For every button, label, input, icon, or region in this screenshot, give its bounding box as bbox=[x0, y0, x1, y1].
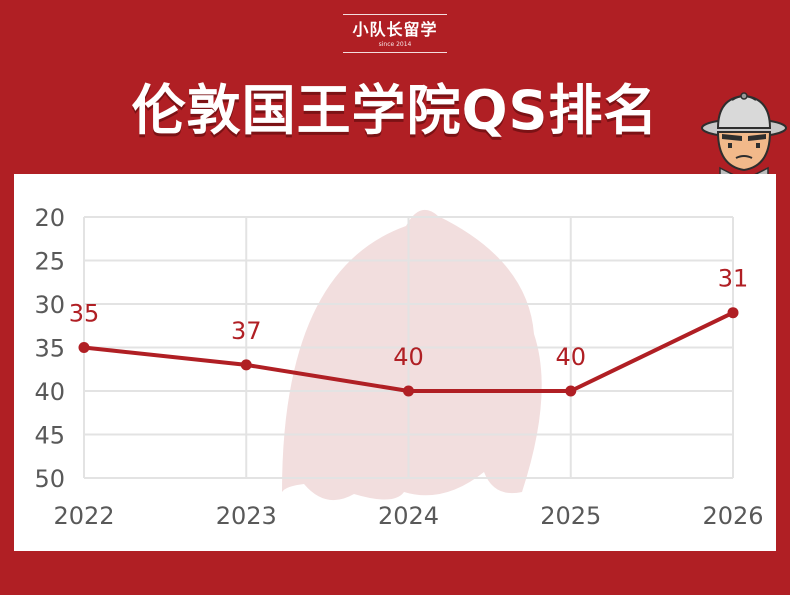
y-tick-label: 40 bbox=[34, 378, 65, 406]
y-tick-label: 30 bbox=[34, 291, 65, 319]
mascot-watermark-icon bbox=[282, 209, 542, 501]
x-tick-label: 2025 bbox=[540, 502, 601, 530]
brand-since: since 2014 bbox=[378, 41, 412, 48]
y-tick-label: 50 bbox=[34, 465, 65, 493]
brand-rule-top bbox=[343, 14, 447, 15]
y-tick-label: 25 bbox=[34, 248, 65, 276]
brand-rule-bottom bbox=[343, 52, 447, 53]
series-line bbox=[78, 307, 739, 397]
data-point bbox=[727, 307, 739, 319]
data-point bbox=[240, 359, 252, 371]
brand-name: 小队长留学 bbox=[352, 20, 438, 39]
brand-logo: 小队长留学 since 2014 bbox=[0, 14, 790, 53]
data-label: 35 bbox=[69, 300, 100, 328]
x-tick-label: 2026 bbox=[702, 502, 763, 530]
detective-mascot-icon bbox=[701, 92, 787, 182]
data-point bbox=[403, 385, 414, 397]
data-labels: 35 37 40 40 31 bbox=[69, 265, 749, 371]
data-label: 40 bbox=[555, 343, 586, 371]
x-tick-label: 2023 bbox=[216, 502, 277, 530]
data-point bbox=[565, 385, 577, 397]
grid bbox=[83, 216, 734, 479]
y-tick-label: 20 bbox=[34, 204, 65, 232]
y-tick-label: 35 bbox=[34, 335, 65, 363]
x-tick-label: 2022 bbox=[53, 502, 114, 530]
page-title: 伦敦国王学院QS排名 bbox=[131, 79, 659, 142]
data-label: 37 bbox=[231, 317, 262, 345]
y-tick-label: 45 bbox=[34, 422, 65, 450]
data-point bbox=[78, 342, 90, 353]
data-label: 40 bbox=[393, 343, 424, 371]
chart-card: 20 25 30 35 40 45 50 2022 2023 2024 2025 2026 35 37 4… bbox=[14, 174, 776, 551]
x-tick-label: 2024 bbox=[378, 502, 439, 530]
data-label: 31 bbox=[718, 265, 749, 293]
